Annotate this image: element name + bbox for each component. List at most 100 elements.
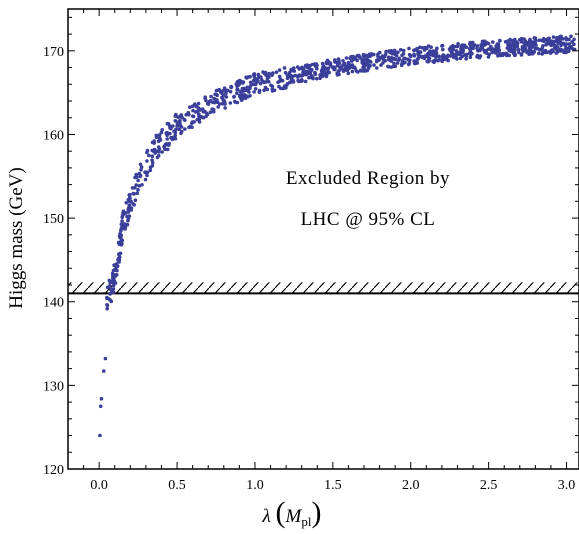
data-point [464, 54, 469, 58]
data-point [134, 175, 139, 179]
data-point [416, 53, 421, 58]
data-point [228, 89, 233, 94]
data-point [523, 39, 528, 43]
data-point [195, 117, 199, 122]
data-point [346, 71, 351, 76]
data-point [190, 120, 195, 124]
data-point [283, 70, 288, 75]
data-point [418, 50, 423, 54]
data-point [166, 142, 170, 147]
data-point [333, 58, 337, 62]
data-point [136, 188, 140, 192]
data-point [125, 223, 130, 227]
data-point [434, 54, 439, 58]
data-point [320, 74, 325, 78]
data-point [179, 129, 184, 134]
data-point [137, 171, 142, 176]
data-point [341, 59, 345, 63]
data-point [237, 82, 242, 86]
x-axis-title-sub: pl [301, 514, 312, 529]
data-point [123, 226, 127, 230]
data-point [291, 80, 296, 84]
data-point [235, 91, 239, 96]
data-point [117, 242, 122, 247]
data-point [544, 43, 548, 47]
data-point [496, 53, 500, 58]
data-point [190, 104, 195, 108]
data-point [386, 55, 391, 60]
data-point [357, 54, 362, 59]
data-point [567, 37, 571, 42]
data-point [375, 59, 379, 63]
data-point [516, 50, 521, 55]
data-point [529, 39, 533, 44]
data-point [535, 46, 539, 51]
data-point [139, 165, 144, 169]
data-point [109, 287, 113, 292]
data-point [352, 56, 357, 60]
data-point [163, 147, 167, 151]
data-point [196, 101, 201, 106]
data-point [484, 40, 489, 45]
data-point [493, 51, 498, 55]
data-point [182, 117, 187, 122]
data-point [267, 80, 271, 84]
y-tick-label: 130 [43, 379, 64, 394]
data-point [270, 73, 274, 77]
data-point [277, 68, 282, 72]
data-point [551, 39, 556, 44]
data-point [468, 46, 473, 50]
data-point [160, 150, 164, 154]
data-point [505, 46, 510, 50]
data-point [534, 43, 538, 47]
data-point [481, 42, 486, 46]
data-point [561, 41, 566, 46]
data-point [145, 173, 149, 178]
data-point [561, 37, 565, 41]
data-point [530, 45, 535, 49]
data-point [555, 45, 560, 49]
data-point [313, 62, 317, 66]
data-point [459, 44, 464, 48]
data-point [286, 74, 291, 78]
data-point [537, 38, 542, 42]
data-point [223, 106, 227, 110]
data-point [409, 54, 413, 59]
data-point [111, 283, 116, 288]
data-point [451, 52, 455, 56]
data-point [148, 165, 153, 169]
data-point [415, 46, 419, 51]
data-point [437, 58, 442, 62]
data-point [336, 72, 340, 77]
data-point [184, 113, 188, 117]
data-point [258, 81, 263, 86]
data-point [269, 83, 273, 88]
data-point [331, 65, 335, 69]
data-point [384, 49, 388, 54]
data-point [555, 37, 559, 42]
x-tick-label: 2.5 [480, 478, 498, 493]
data-point [554, 51, 559, 55]
data-point [148, 168, 153, 173]
data-point [165, 137, 169, 141]
data-point [496, 42, 501, 46]
data-point [314, 76, 319, 81]
data-point [154, 133, 159, 138]
data-point [510, 47, 515, 52]
data-point [145, 170, 150, 175]
data-point [177, 127, 181, 131]
data-point [98, 433, 102, 438]
data-point [276, 80, 280, 85]
data-point [392, 61, 396, 66]
data-point [350, 63, 355, 67]
data-point [445, 55, 449, 60]
data-point [366, 66, 371, 71]
data-point [364, 68, 368, 73]
data-point [237, 78, 242, 83]
data-point [211, 109, 216, 114]
data-point [262, 88, 266, 93]
data-point [119, 238, 124, 242]
data-point [489, 46, 494, 51]
data-point [136, 178, 140, 183]
data-point [354, 69, 359, 73]
